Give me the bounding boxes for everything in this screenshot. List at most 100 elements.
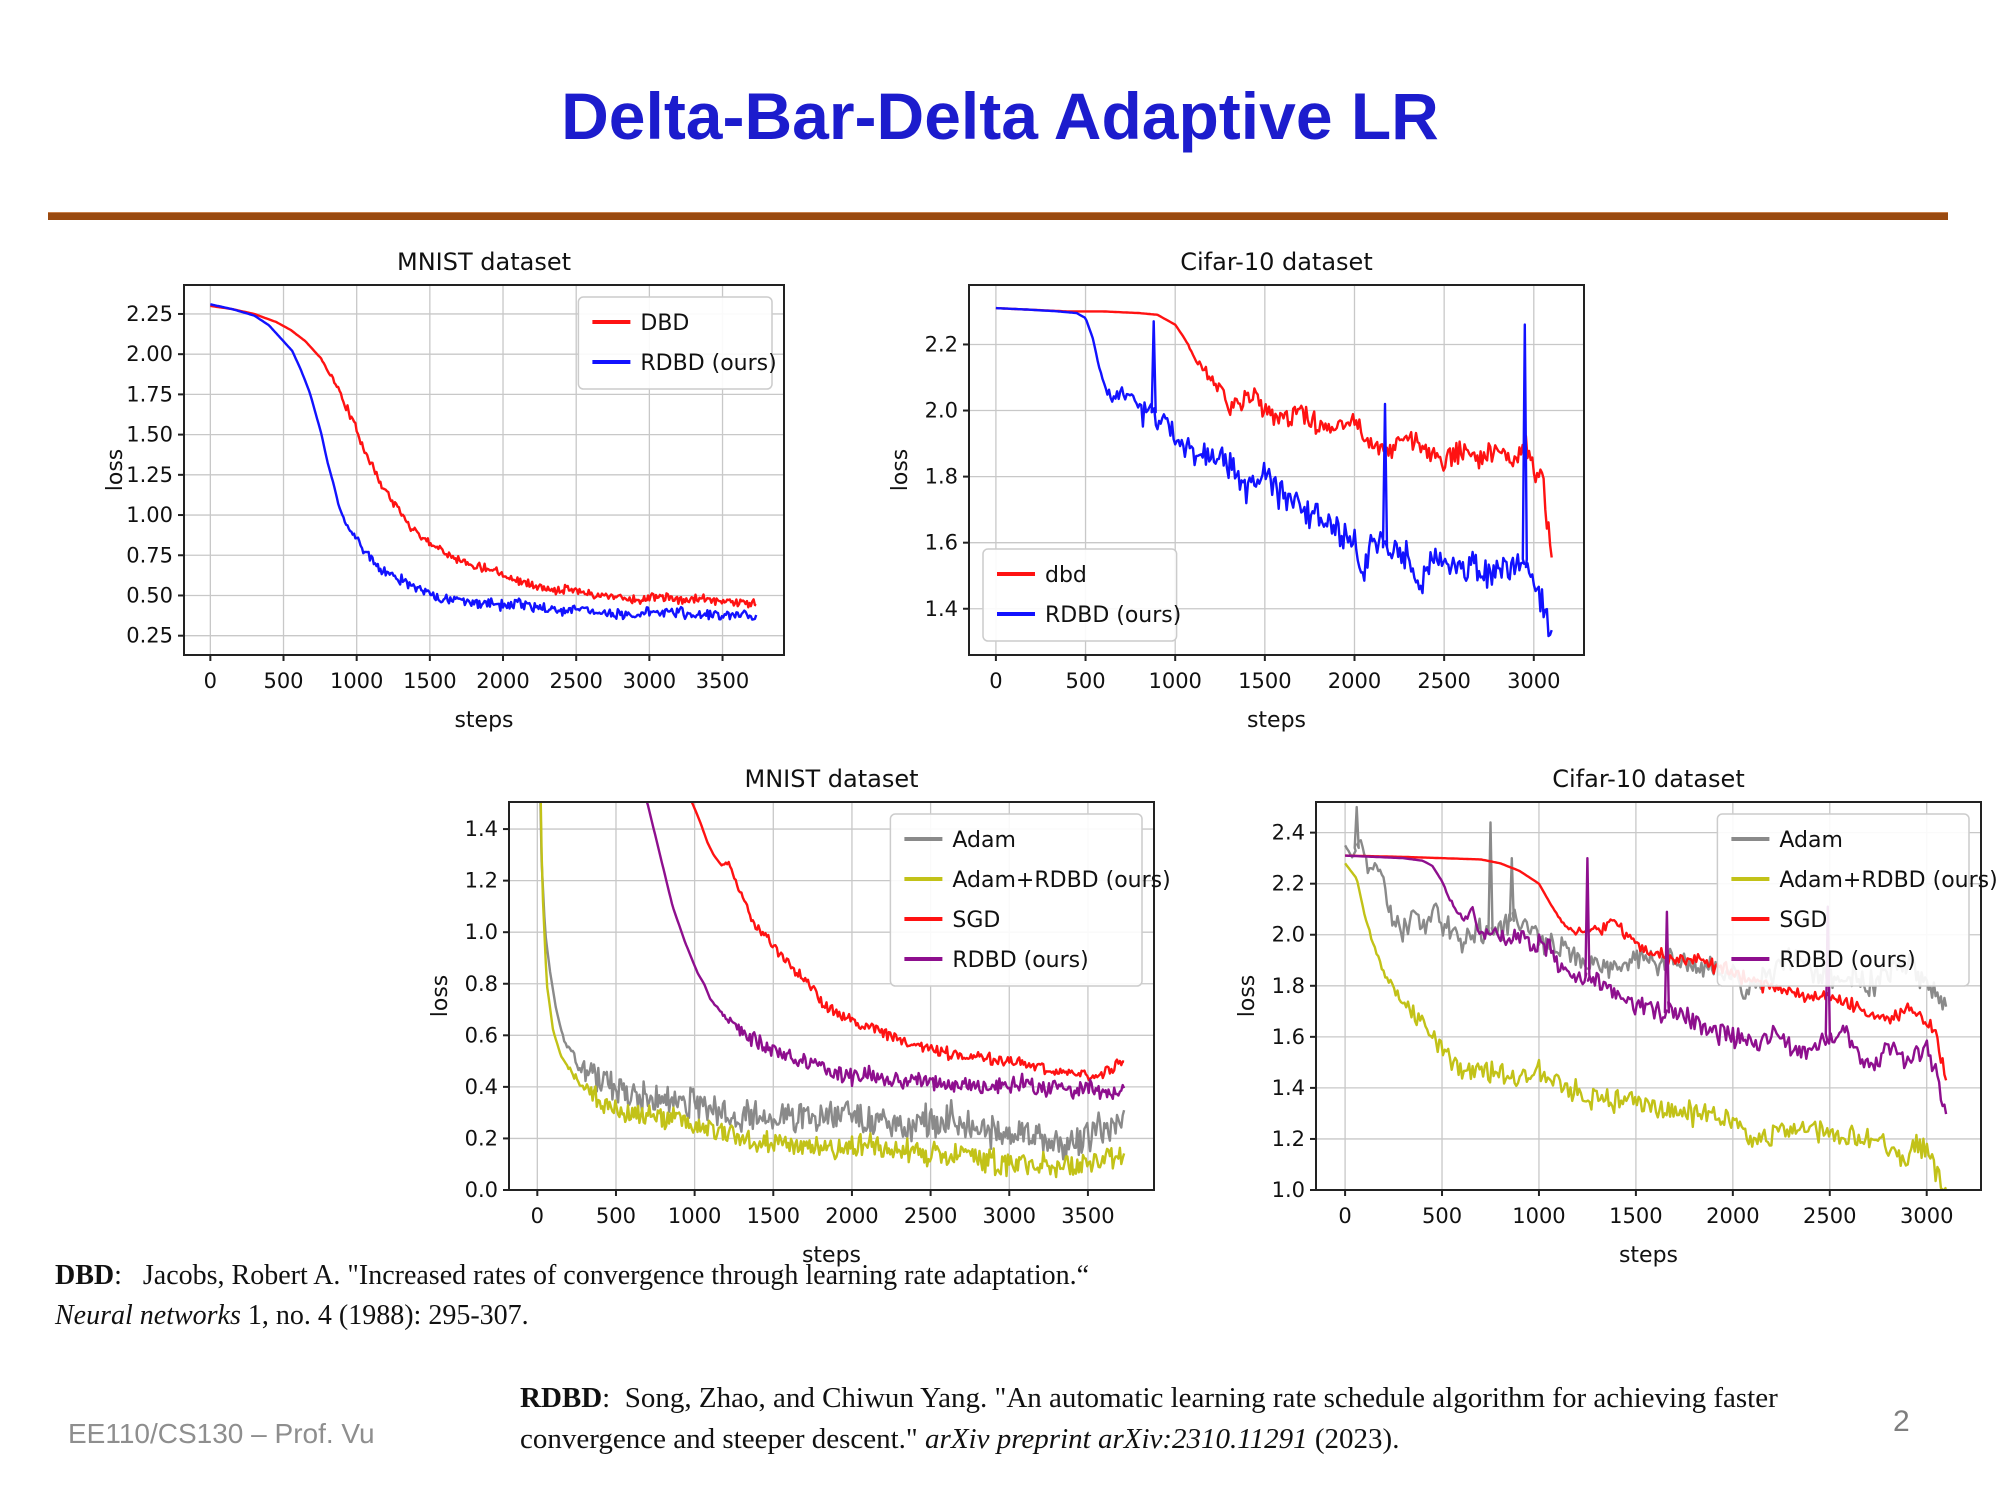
svg-text:0.4: 0.4 xyxy=(465,1075,498,1099)
svg-text:1.4: 1.4 xyxy=(925,597,958,621)
svg-text:0.2: 0.2 xyxy=(465,1126,498,1150)
svg-text:3000: 3000 xyxy=(983,1204,1036,1228)
svg-text:500: 500 xyxy=(1422,1204,1462,1228)
svg-text:2.0: 2.0 xyxy=(925,399,958,423)
citation-rdbd-body: : Song, Zhao, and Chiwun Yang. "An autom… xyxy=(520,1382,1778,1456)
svg-text:2.2: 2.2 xyxy=(1272,872,1305,896)
citation-dbd-tail: 1, no. 4 (1988): 295-307. xyxy=(240,1299,529,1331)
svg-text:0: 0 xyxy=(989,669,1002,693)
svg-text:1.0: 1.0 xyxy=(465,920,498,944)
svg-text:steps: steps xyxy=(454,708,513,733)
title-divider xyxy=(48,212,1948,220)
svg-text:0: 0 xyxy=(531,1204,544,1228)
svg-text:DBD: DBD xyxy=(640,311,689,336)
svg-text:loss: loss xyxy=(428,975,453,1018)
svg-text:loss: loss xyxy=(1235,975,1260,1018)
chart-mnist-optimizers: 0 500 1000 1500 2000 2500 3000 3500 0.0 0.2 0.4 0.6… xyxy=(425,760,1170,1278)
svg-text:3000: 3000 xyxy=(1900,1204,1953,1228)
svg-text:Cifar-10 dataset: Cifar-10 dataset xyxy=(1552,765,1744,793)
svg-text:0.50: 0.50 xyxy=(126,583,173,607)
footer-course-label: EE110/CS130 – Prof. Vu xyxy=(68,1418,375,1449)
svg-text:2500: 2500 xyxy=(1803,1204,1856,1228)
svg-text:Adam: Adam xyxy=(952,828,1016,853)
svg-text:1.8: 1.8 xyxy=(925,465,958,489)
svg-text:steps: steps xyxy=(1619,1243,1678,1268)
svg-text:1.75: 1.75 xyxy=(126,382,173,406)
svg-text:1.2: 1.2 xyxy=(465,869,498,893)
citation-dbd: DBD: Jacobs, Robert A. "Increased rates … xyxy=(55,1256,1155,1336)
svg-text:1.6: 1.6 xyxy=(925,531,958,555)
svg-text:2.25: 2.25 xyxy=(126,302,173,326)
svg-text:steps: steps xyxy=(802,1243,861,1268)
svg-text:2000: 2000 xyxy=(1706,1204,1759,1228)
svg-text:Adam+RDBD (ours): Adam+RDBD (ours) xyxy=(1779,868,1997,893)
svg-text:RDBD (ours): RDBD (ours) xyxy=(640,351,776,376)
svg-text:2.00: 2.00 xyxy=(126,342,173,366)
svg-text:steps: steps xyxy=(1247,708,1306,733)
svg-text:1500: 1500 xyxy=(403,669,456,693)
svg-text:RDBD (ours): RDBD (ours) xyxy=(952,948,1088,973)
svg-text:3500: 3500 xyxy=(696,669,749,693)
svg-text:1.6: 1.6 xyxy=(1272,1025,1305,1049)
svg-text:1.4: 1.4 xyxy=(465,817,498,841)
citation-dbd-term: DBD xyxy=(55,1260,115,1291)
svg-text:1500: 1500 xyxy=(747,1204,800,1228)
svg-text:0.8: 0.8 xyxy=(465,972,498,996)
svg-text:1000: 1000 xyxy=(668,1204,721,1228)
svg-text:1.2: 1.2 xyxy=(1272,1127,1305,1151)
citation-rdbd: RDBD: Song, Zhao, and Chiwun Yang. "An a… xyxy=(520,1378,1800,1460)
svg-text:MNIST dataset: MNIST dataset xyxy=(397,248,571,276)
citation-dbd-source: Neural networks xyxy=(55,1299,241,1331)
svg-text:500: 500 xyxy=(596,1204,636,1228)
svg-text:Cifar-10 dataset: Cifar-10 dataset xyxy=(1180,248,1372,276)
svg-text:3000: 3000 xyxy=(623,669,676,693)
svg-text:2500: 2500 xyxy=(904,1204,957,1228)
svg-text:1.00: 1.00 xyxy=(126,503,173,527)
citation-rdbd-source: arXiv preprint arXiv:2310.11291 xyxy=(925,1423,1308,1456)
citation-rdbd-term: RDBD xyxy=(520,1382,603,1414)
svg-text:2500: 2500 xyxy=(1417,669,1470,693)
svg-text:0.6: 0.6 xyxy=(465,1023,498,1047)
svg-text:0: 0 xyxy=(204,669,217,693)
citation-dbd-body: : Jacobs, Robert A. "Increased rates of … xyxy=(114,1260,1090,1291)
svg-text:Adam+RDBD (ours): Adam+RDBD (ours) xyxy=(952,868,1170,893)
svg-text:Adam: Adam xyxy=(1779,828,1843,853)
svg-text:1.0: 1.0 xyxy=(1272,1178,1305,1202)
svg-text:1.8: 1.8 xyxy=(1272,974,1305,998)
svg-text:0.25: 0.25 xyxy=(126,624,173,648)
svg-text:1000: 1000 xyxy=(330,669,383,693)
svg-text:2.4: 2.4 xyxy=(1272,821,1305,845)
svg-text:loss: loss xyxy=(888,449,913,492)
svg-text:2.2: 2.2 xyxy=(925,332,958,356)
svg-text:0.75: 0.75 xyxy=(126,543,173,567)
svg-text:2000: 2000 xyxy=(476,669,529,693)
svg-text:SGD: SGD xyxy=(952,908,1000,933)
svg-text:1.4: 1.4 xyxy=(1272,1076,1305,1100)
svg-text:0.0: 0.0 xyxy=(465,1178,498,1202)
svg-text:0: 0 xyxy=(1338,1204,1351,1228)
svg-text:loss: loss xyxy=(103,449,128,492)
chart-cifar10-dbd-rdbd: 0 500 1000 1500 2000 2500 3000 1.4 1.6 1.8 2.0 2.2 C… xyxy=(885,243,1600,743)
svg-text:1000: 1000 xyxy=(1148,669,1201,693)
svg-text:3000: 3000 xyxy=(1507,669,1560,693)
svg-text:dbd: dbd xyxy=(1045,563,1087,588)
svg-text:1000: 1000 xyxy=(1512,1204,1565,1228)
svg-text:2.0: 2.0 xyxy=(1272,923,1305,947)
svg-text:1500: 1500 xyxy=(1609,1204,1662,1228)
svg-text:MNIST dataset: MNIST dataset xyxy=(745,765,919,793)
svg-text:1500: 1500 xyxy=(1238,669,1291,693)
svg-text:1.25: 1.25 xyxy=(126,463,173,487)
svg-text:500: 500 xyxy=(263,669,303,693)
svg-text:2000: 2000 xyxy=(825,1204,878,1228)
page-number: 2 xyxy=(1893,1405,1910,1438)
citation-rdbd-tail: (2023). xyxy=(1307,1423,1400,1456)
svg-text:RDBD (ours): RDBD (ours) xyxy=(1045,603,1181,628)
svg-text:2500: 2500 xyxy=(549,669,602,693)
chart-cifar10-optimizers: 0 500 1000 1500 2000 2500 3000 1.0 1.2 1.4 1.6 1.8 2… xyxy=(1232,760,1997,1278)
page-title: Delta-Bar-Delta Adaptive LR xyxy=(561,79,1439,153)
svg-text:SGD: SGD xyxy=(1779,908,1827,933)
svg-text:RDBD (ours): RDBD (ours) xyxy=(1779,948,1915,973)
svg-text:500: 500 xyxy=(1065,669,1105,693)
svg-text:2000: 2000 xyxy=(1328,669,1381,693)
